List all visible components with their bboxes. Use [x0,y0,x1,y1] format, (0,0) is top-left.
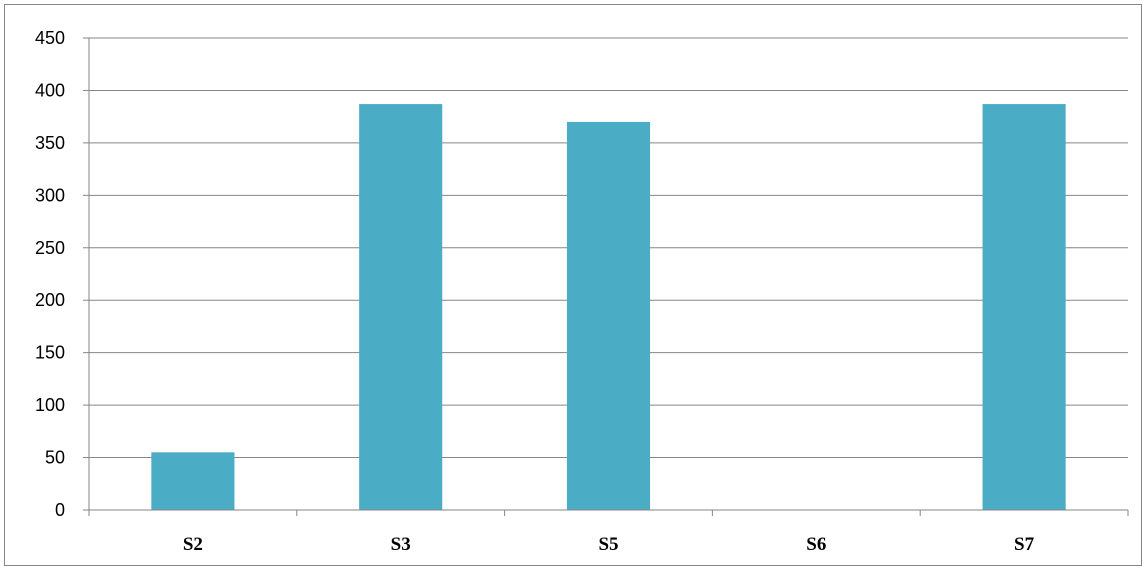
bar-s5 [566,121,651,511]
bar-s2 [151,452,235,510]
y-tick-label: 400 [35,80,65,100]
axes [83,37,1129,516]
bar-s7 [982,104,1066,510]
y-tick-label: 300 [35,185,65,205]
y-tick-label: 250 [35,238,65,258]
x-tick-label: S5 [598,534,618,555]
y-tick-label: 350 [35,133,65,153]
x-axis-tick-labels: S2 S3 S5 S6 S7 [183,534,1035,555]
bar-s3 [359,104,443,510]
x-tick-label: S3 [391,534,411,555]
y-tick-label: 450 [35,28,65,48]
x-tick-label: S7 [1014,534,1035,555]
y-tick-label: 100 [35,395,65,415]
y-tick-label: 150 [35,343,65,363]
y-tick-label: 0 [55,500,65,520]
bar-series [151,104,1066,511]
x-tick-label: S6 [806,534,826,555]
y-tick-label: 50 [45,448,65,468]
y-axis-tick-labels: 0 50 100 150 200 250 300 350 400 450 [35,28,65,520]
y-tick-label: 200 [35,290,65,310]
x-tick-label: S2 [183,534,203,555]
